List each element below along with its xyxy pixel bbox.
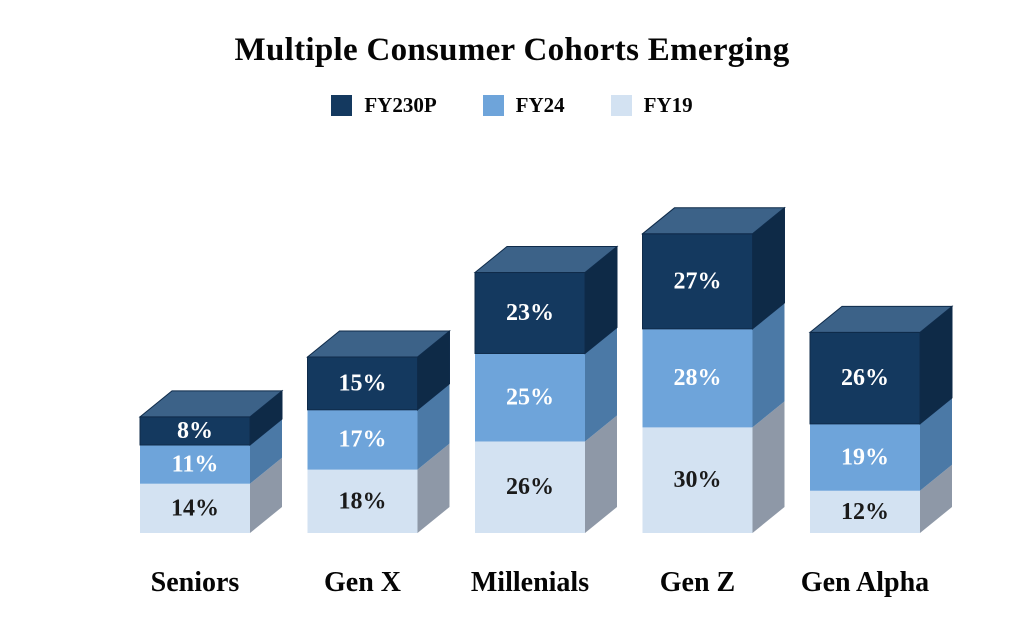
legend-label-fy19: FY19 xyxy=(643,93,693,117)
bar-top-face-gen-z xyxy=(641,207,786,235)
bar-segment-fy230p-gen-alpha xyxy=(809,331,921,425)
bar-segment-side-fy24-seniors xyxy=(250,419,282,484)
bar-segment-fy24-gen-alpha xyxy=(810,423,920,491)
category-label-gen-x: Gen X xyxy=(324,567,401,598)
bar-segment-fy230p-millenials xyxy=(474,272,586,354)
bar-top-face-gen-alpha xyxy=(808,305,954,333)
bar-gen-z: 30% 28% 27% xyxy=(641,206,786,533)
segment-value-label: 30% xyxy=(674,467,722,493)
chart-title: Multiple Consumer Cohorts Emerging xyxy=(234,32,790,68)
segment-value-label: 25% xyxy=(506,384,554,410)
bar-segment-side-fy19-gen-z xyxy=(752,401,785,533)
bar-segment-fy24-gen-x xyxy=(307,409,418,470)
category-label-gen-z: Gen Z xyxy=(660,567,735,598)
legend-swatch-fy230p xyxy=(331,95,353,116)
bar-segment-fy19-millenials xyxy=(475,441,585,533)
segment-value-label: 8% xyxy=(177,418,213,444)
legend-item-fy19: FY19 xyxy=(610,93,693,118)
bar-segment-side-fy24-millenials xyxy=(585,327,617,442)
segment-value-label: 17% xyxy=(339,427,387,453)
bar-segment-fy24-gen-z xyxy=(642,328,753,428)
bar-segment-fy19-gen-z xyxy=(642,427,753,533)
category-label-gen-alpha: Gen Alpha xyxy=(801,567,929,598)
bar-top-face-gen-x xyxy=(306,330,451,358)
bar-gen-alpha: 12% 19% 26% xyxy=(808,305,954,533)
bar-segment-side-fy19-gen-alpha xyxy=(920,464,952,533)
legend-item-fy24: FY24 xyxy=(482,93,565,118)
segment-value-label: 18% xyxy=(339,488,387,514)
legend-label-fy230p: FY230P xyxy=(364,93,437,117)
legend-swatch-fy19 xyxy=(610,95,632,116)
bar-segment-side-fy24-gen-z xyxy=(752,302,785,428)
legend-label-fy24: FY24 xyxy=(515,93,565,117)
legend: FY230P FY24 FY19 xyxy=(0,93,1024,118)
bar-segment-fy230p-seniors xyxy=(139,416,251,446)
bar-segment-fy230p-gen-x xyxy=(307,356,418,411)
segment-value-label: 28% xyxy=(674,365,722,391)
segment-value-label: 23% xyxy=(506,300,554,326)
bar-top-face-millenials xyxy=(473,246,619,274)
segment-value-label: 26% xyxy=(841,365,889,391)
category-label-seniors: Seniors xyxy=(151,567,240,598)
legend-item-fy230p: FY230P xyxy=(331,93,437,118)
segment-value-label: 14% xyxy=(171,495,219,521)
category-label-millenials: Millenials xyxy=(471,567,589,598)
bar-gen-x: 18% 17% 15% xyxy=(306,329,451,533)
bar-segment-fy19-seniors xyxy=(140,483,250,533)
segment-value-label: 26% xyxy=(506,474,554,500)
bar-segment-fy19-gen-alpha xyxy=(810,490,920,533)
segment-value-label: 15% xyxy=(339,370,387,396)
legend-swatch-fy24 xyxy=(482,95,504,116)
bar-segment-fy24-seniors xyxy=(140,445,250,484)
bar-segment-side-fy24-gen-alpha xyxy=(920,397,952,491)
segment-value-label: 12% xyxy=(841,499,889,525)
segment-value-label: 19% xyxy=(841,444,889,470)
bar-segment-side-fy19-gen-x xyxy=(417,443,450,533)
segment-value-label: 11% xyxy=(172,451,219,477)
bar-segment-side-fy24-gen-x xyxy=(417,383,450,470)
bar-millenials: 26% 25% 23% xyxy=(473,245,619,533)
bar-segment-fy19-gen-x xyxy=(307,469,418,533)
bar-segment-fy230p-gen-z xyxy=(642,233,753,330)
segment-value-label: 27% xyxy=(674,268,722,294)
bar-segment-side-fy19-millenials xyxy=(585,415,617,533)
bar-segment-side-fy19-seniors xyxy=(250,457,282,533)
bar-top-face-seniors xyxy=(138,390,284,418)
bar-segment-fy24-millenials xyxy=(475,353,585,442)
bar-seniors: 14% 11% 8% xyxy=(138,389,284,533)
